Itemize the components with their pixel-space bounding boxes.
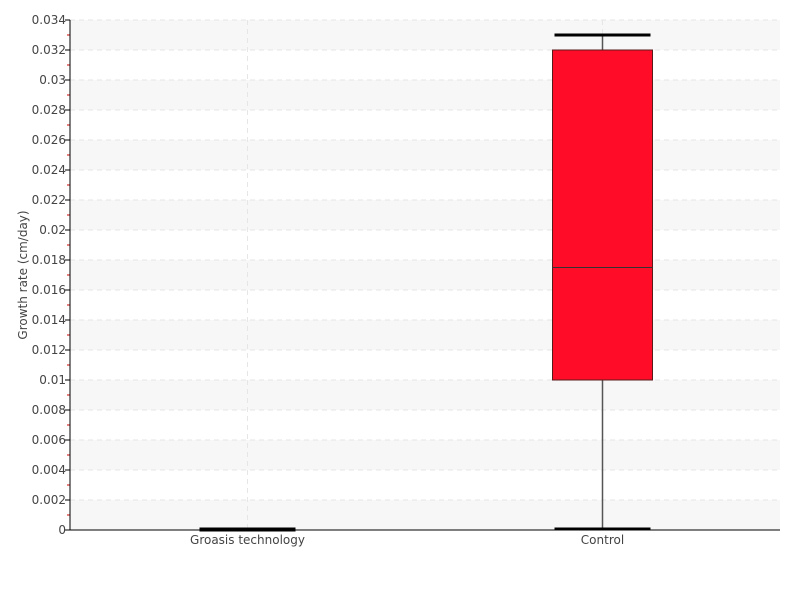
y-tick-label: 0.022 bbox=[32, 193, 66, 207]
y-tick-label: 0.024 bbox=[32, 163, 66, 177]
grid-bands bbox=[70, 20, 780, 530]
grid-band bbox=[70, 320, 780, 350]
grid-band bbox=[70, 380, 780, 410]
grid-band bbox=[70, 200, 780, 230]
y-tick-label: 0.004 bbox=[32, 463, 66, 477]
grid-band bbox=[70, 440, 780, 470]
y-tick-label: 0.034 bbox=[32, 13, 66, 27]
y-tick-label: 0.018 bbox=[32, 253, 66, 267]
x-tick-label: Groasis technology bbox=[190, 533, 305, 547]
y-tick-label: 0.008 bbox=[32, 403, 66, 417]
grid-band bbox=[70, 140, 780, 170]
y-tick-label: 0.026 bbox=[32, 133, 66, 147]
boxes bbox=[197, 33, 653, 532]
grid-band bbox=[70, 500, 780, 530]
grid-band bbox=[70, 260, 780, 290]
y-tick-label: 0.016 bbox=[32, 283, 66, 297]
y-axis-label: Growth rate (cm/day) bbox=[16, 210, 30, 339]
y-tick-label: 0.032 bbox=[32, 43, 66, 57]
y-tick-label: 0.012 bbox=[32, 343, 66, 357]
grid-band bbox=[70, 80, 780, 110]
grid-band bbox=[70, 20, 780, 50]
box bbox=[552, 49, 653, 381]
y-tick-label: 0.01 bbox=[39, 373, 66, 387]
y-tick-label: 0.02 bbox=[39, 223, 66, 237]
y-tick-label: 0.006 bbox=[32, 433, 66, 447]
y-tick-label: 0.014 bbox=[32, 313, 66, 327]
axes: 0 0.002 0.004 0.006 0.008 0.01 0.012 0.014 0.016… bbox=[32, 13, 780, 547]
x-tick-label: Control bbox=[581, 533, 624, 547]
y-tick-label: 0 bbox=[58, 523, 66, 537]
y-tick-label: 0.028 bbox=[32, 103, 66, 117]
box-1 bbox=[552, 33, 653, 531]
y-tick-label: 0.002 bbox=[32, 493, 66, 507]
y-tick-label: 0.03 bbox=[39, 73, 66, 87]
